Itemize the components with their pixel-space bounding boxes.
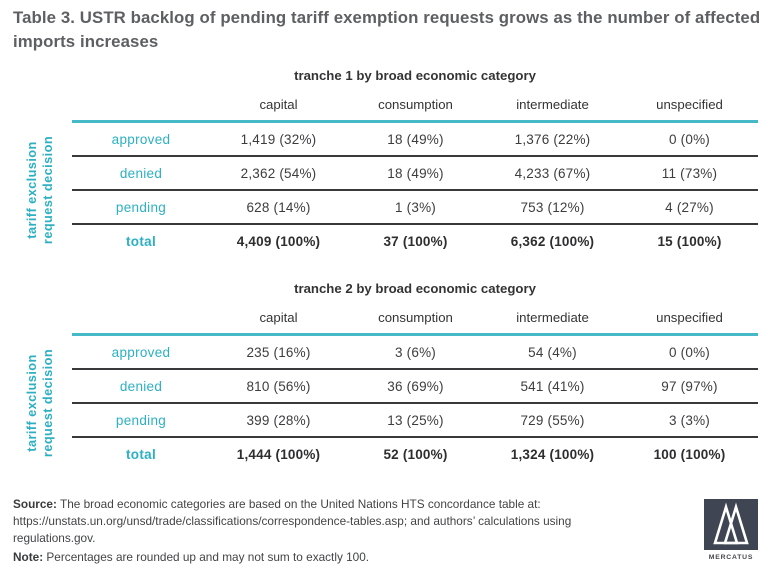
axis-label-line: tariff exclusion: [24, 141, 39, 239]
tranche-1-rows: approved 1,419 (32%) 18 (49%) 1,376 (22%…: [72, 120, 758, 257]
source-note: Source: The broad economic categories ar…: [13, 496, 637, 547]
axis-label-line: request decision: [40, 135, 55, 245]
cell-value: 628 (14%): [246, 199, 311, 215]
cell-value: 1 (3%): [395, 199, 436, 215]
column-header-intermediate: intermediate: [516, 97, 589, 112]
row-label: denied: [119, 378, 163, 394]
table-row-denied: denied 810 (56%) 36 (69%) 541 (41%) 97 (…: [72, 370, 758, 404]
table-row-pending: pending 399 (28%) 13 (25%) 729 (55%) 3 (…: [72, 404, 758, 438]
row-label: total: [126, 233, 156, 249]
cell-value: 13 (25%): [387, 412, 444, 428]
column-header-unspecified: unspecified: [656, 97, 723, 112]
header-spacer: [72, 310, 210, 326]
tranche-2-rows: approved 235 (16%) 3 (6%) 54 (4%) 0 (0%)…: [72, 333, 758, 470]
source-label: Source:: [13, 497, 57, 511]
tranche-1-column-headers: capital consumption intermediate unspeci…: [72, 97, 758, 113]
cell-value: 54 (4%): [528, 344, 577, 360]
column-header-consumption: consumption: [378, 97, 453, 112]
cell-value: 4 (27%): [665, 199, 714, 215]
cell-value: 0 (0%): [669, 131, 710, 147]
column-header-capital: capital: [259, 310, 298, 325]
cell-value: 399 (28%): [246, 412, 311, 428]
axis-label-line: tariff exclusion: [24, 354, 39, 452]
table-row-total: total 4,409 (100%) 37 (100%) 6,362 (100%…: [72, 225, 758, 257]
cell-value: 36 (69%): [387, 378, 444, 394]
cell-value: 11 (73%): [661, 165, 718, 181]
cell-value: 729 (55%): [520, 412, 585, 428]
column-header-capital: capital: [259, 97, 298, 112]
cell-value: 2,362 (54%): [240, 165, 317, 181]
cell-value: 3 (3%): [669, 412, 710, 428]
tranche-2-column-headers: capital consumption intermediate unspeci…: [72, 310, 758, 326]
tranche-2-subtitle: tranche 2 by broad economic category: [294, 281, 536, 296]
cell-value: 235 (16%): [246, 344, 311, 360]
cell-value: 52 (100%): [383, 446, 448, 462]
cell-value: 3 (6%): [395, 344, 436, 360]
table-row-pending: pending 628 (14%) 1 (3%) 753 (12%) 4 (27…: [72, 191, 758, 225]
tranche-1-subtitle: tranche 1 by broad economic category: [294, 68, 536, 83]
cell-value: 37 (100%): [383, 233, 448, 249]
table-row-approved: approved 235 (16%) 3 (6%) 54 (4%) 0 (0%): [72, 336, 758, 370]
cell-value: 15 (100%): [657, 233, 722, 249]
cell-value: 1,376 (22%): [514, 131, 591, 147]
row-label: denied: [119, 165, 163, 181]
row-label: approved: [111, 131, 171, 147]
note-text: Percentages are rounded up and may not s…: [43, 550, 370, 564]
cell-value: 4,409 (100%): [236, 233, 321, 249]
header-spacer: [72, 97, 210, 113]
cell-value: 810 (56%): [246, 378, 311, 394]
mercatus-logo: MERCATUS: [704, 499, 758, 561]
source-text: The broad economic categories are based …: [13, 497, 572, 546]
column-header-consumption: consumption: [378, 310, 453, 325]
note-label: Note:: [13, 550, 44, 564]
column-header-unspecified: unspecified: [656, 310, 723, 325]
tranche-2-axis-label: tariff exclusion request decision: [24, 328, 56, 478]
cell-value: 1,419 (32%): [240, 131, 317, 147]
cell-value: 97 (97%): [661, 378, 718, 394]
figure-title: Table 3. USTR backlog of pending tariff …: [13, 8, 761, 51]
column-header-intermediate: intermediate: [516, 310, 589, 325]
table-row-denied: denied 2,362 (54%) 18 (49%) 4,233 (67%) …: [72, 157, 758, 191]
row-label: total: [126, 446, 156, 462]
cell-value: 1,324 (100%): [510, 446, 595, 462]
table-row-approved: approved 1,419 (32%) 18 (49%) 1,376 (22%…: [72, 123, 758, 157]
mercatus-logo-icon: [704, 499, 758, 550]
cell-value: 1,444 (100%): [236, 446, 321, 462]
mountain-m-icon: [713, 502, 749, 545]
mercatus-wordmark: MERCATUS: [708, 554, 754, 561]
tranche-1-axis-label: tariff exclusion request decision: [24, 115, 56, 265]
tranche-1-table: tranche 1 by broad economic category cap…: [72, 68, 758, 257]
row-label: approved: [111, 344, 171, 360]
row-label: pending: [115, 199, 167, 215]
cell-value: 6,362 (100%): [510, 233, 595, 249]
table-row-total: total 1,444 (100%) 52 (100%) 1,324 (100%…: [72, 438, 758, 470]
axis-label-line: request decision: [40, 348, 55, 458]
cell-value: 541 (41%): [520, 378, 585, 394]
cell-value: 0 (0%): [669, 344, 710, 360]
cell-value: 18 (49%): [387, 165, 444, 181]
row-label: pending: [115, 412, 167, 428]
cell-value: 18 (49%): [387, 131, 444, 147]
tranche-2-table: tranche 2 by broad economic category cap…: [72, 281, 758, 470]
footnote: Note: Percentages are rounded up and may…: [13, 549, 637, 566]
cell-value: 4,233 (67%): [514, 165, 591, 181]
cell-value: 100 (100%): [653, 446, 726, 462]
cell-value: 753 (12%): [520, 199, 585, 215]
